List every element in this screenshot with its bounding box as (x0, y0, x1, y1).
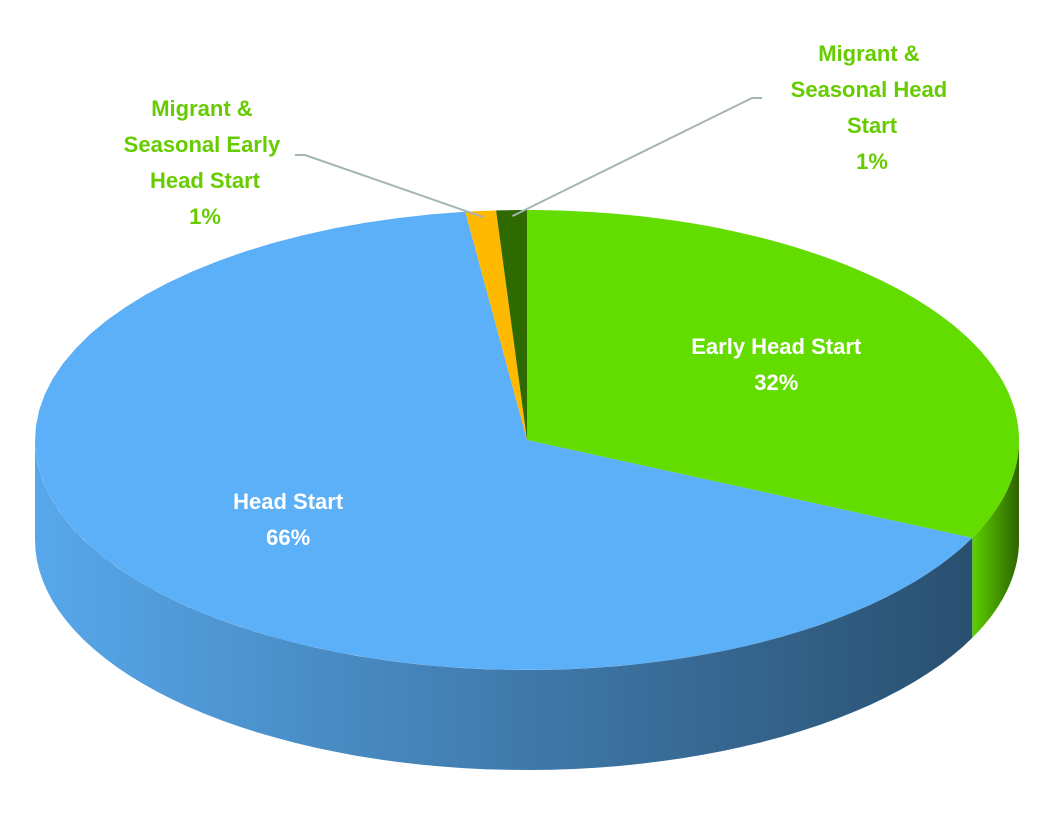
slice-side-shade (972, 440, 1019, 638)
slice-label: Head Start (233, 489, 344, 514)
slice-label-line: Migrant & (818, 41, 926, 66)
slice-label: Migrant & Seasonal Early Head Start (124, 96, 287, 193)
slice-value-label: 1% (856, 149, 888, 174)
slice-label-line: Seasonal Early (124, 132, 287, 157)
slice-label: Migrant & Seasonal Head Start (791, 41, 954, 138)
leader-line (511, 97, 762, 218)
slice-label-line: Head Start (150, 168, 261, 193)
leader-line (295, 154, 484, 218)
slice-label-line: Seasonal Head (791, 77, 954, 102)
slice-value-label: 1% (189, 204, 221, 229)
slice (35, 211, 973, 670)
slice-value-label: 32% (754, 370, 798, 395)
slice-label: Early Head Start (691, 334, 862, 359)
slice-label-line: Migrant & (151, 96, 259, 121)
slice-label-line: Start (847, 113, 898, 138)
slice (527, 210, 1019, 538)
slice (496, 210, 527, 440)
slice-value-label: 66% (266, 525, 310, 550)
slice (465, 210, 527, 440)
slice-side-shade (35, 440, 973, 770)
